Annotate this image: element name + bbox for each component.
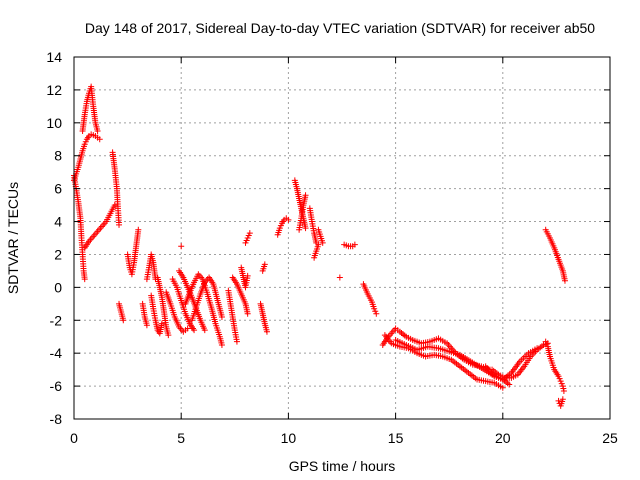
data-point bbox=[111, 202, 118, 209]
y-tick-label: 8 bbox=[54, 148, 62, 164]
data-point bbox=[315, 241, 322, 248]
data-point bbox=[561, 277, 568, 284]
data-point bbox=[218, 341, 225, 348]
x-tick-label: 10 bbox=[281, 430, 297, 446]
y-axis-label: SDTVAR / TECUs bbox=[5, 182, 21, 294]
data-point bbox=[244, 272, 251, 279]
x-axis-label: GPS time / hours bbox=[289, 458, 396, 474]
data-point bbox=[120, 317, 127, 324]
y-tick-label: 4 bbox=[54, 214, 62, 230]
data-point bbox=[244, 310, 251, 317]
data-point bbox=[201, 327, 208, 334]
data-point bbox=[373, 310, 380, 317]
axis-ticks: 0 5 10 15 20 25 -8 -6 -4 -2 0 2 4 6 8 10 12 14 bbox=[46, 49, 618, 446]
data-point bbox=[178, 243, 185, 250]
data-point bbox=[96, 136, 103, 143]
x-tick-label: 0 bbox=[70, 430, 78, 446]
x-tick-label: 20 bbox=[495, 430, 511, 446]
data-point bbox=[336, 274, 343, 281]
data-point bbox=[560, 388, 567, 395]
chart-title: Day 148 of 2017, Sidereal Day-to-day VTE… bbox=[85, 20, 595, 36]
x-tick-label: 25 bbox=[602, 430, 618, 446]
data-point bbox=[351, 241, 358, 248]
data-point bbox=[285, 216, 292, 223]
data-point bbox=[319, 239, 326, 246]
y-tick-label: 6 bbox=[54, 181, 62, 197]
y-tick-label: -8 bbox=[50, 411, 63, 427]
data-point bbox=[184, 325, 191, 332]
y-tick-label: -6 bbox=[50, 378, 63, 394]
x-tick-label: 5 bbox=[177, 430, 185, 446]
data-point bbox=[261, 261, 268, 268]
grid bbox=[74, 57, 610, 419]
y-tick-label: -4 bbox=[50, 345, 63, 361]
data-point bbox=[165, 332, 172, 339]
y-tick-label: 12 bbox=[46, 82, 62, 98]
data-point bbox=[506, 381, 513, 388]
data-point bbox=[143, 322, 150, 329]
data-point bbox=[534, 345, 541, 352]
data-point bbox=[559, 396, 566, 403]
data-point bbox=[191, 327, 198, 334]
y-tick-label: 2 bbox=[54, 246, 62, 262]
y-tick-label: 14 bbox=[46, 49, 62, 65]
data-point bbox=[499, 384, 506, 391]
y-tick-label: 0 bbox=[54, 279, 62, 295]
data-point bbox=[233, 338, 240, 345]
data-point bbox=[302, 192, 309, 199]
plot-frame bbox=[73, 56, 611, 420]
data-point bbox=[81, 276, 88, 283]
data-point bbox=[302, 225, 309, 232]
x-tick-label: 15 bbox=[388, 430, 404, 446]
data-point bbox=[135, 226, 142, 233]
y-tick-label: -2 bbox=[50, 312, 63, 328]
data-point bbox=[246, 230, 253, 237]
data-point bbox=[263, 328, 270, 335]
data-point bbox=[218, 313, 225, 320]
data-point bbox=[116, 221, 123, 228]
data-points bbox=[71, 83, 568, 409]
data-point bbox=[94, 128, 101, 135]
data-point bbox=[158, 320, 165, 327]
y-tick-label: 10 bbox=[46, 115, 62, 131]
